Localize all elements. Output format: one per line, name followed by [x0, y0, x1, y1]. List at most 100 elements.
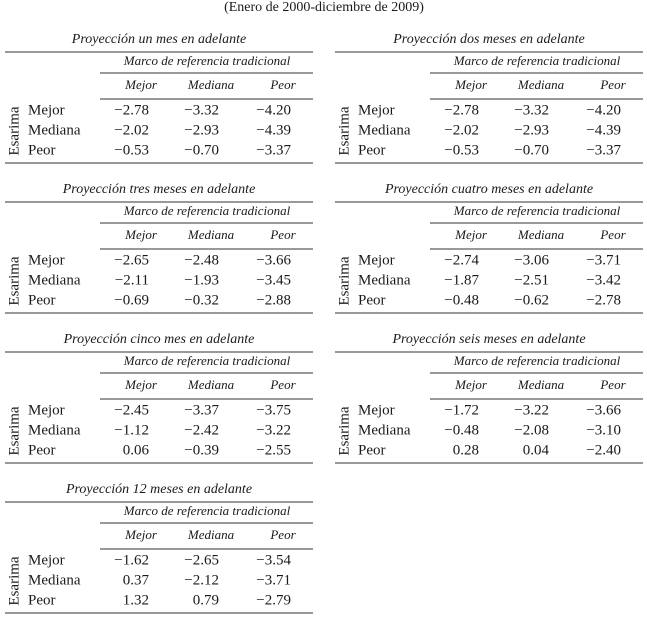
column-header: Peor	[599, 77, 626, 92]
column-header: Peor	[269, 227, 296, 242]
column-header: Peor	[269, 377, 296, 392]
cell-value: −3.06	[514, 252, 549, 268]
group-header: Marco de referencia tradicional	[453, 203, 621, 218]
group-header: Marco de referencia tradicional	[123, 353, 291, 368]
group-header: Marco de referencia tradicional	[123, 203, 291, 218]
cell-value: −3.71	[586, 252, 621, 268]
cell-value: −3.32	[184, 102, 219, 118]
cell-value: −2.65	[184, 552, 219, 568]
column-header: Peor	[269, 77, 296, 92]
cell-value: −3.42	[586, 272, 621, 288]
cell-value: −0.48	[444, 292, 479, 308]
column-header: Mediana	[187, 377, 235, 392]
column-header: Mediana	[187, 527, 235, 542]
cell-value: −2.88	[256, 292, 291, 308]
group-header: Marco de referencia tradicional	[123, 503, 291, 518]
cell-value: −4.20	[256, 102, 291, 118]
cell-value: −3.32	[514, 102, 549, 118]
cell-value: 1.32	[123, 592, 149, 608]
row-label: Mejor	[28, 252, 65, 268]
cell-value: −4.20	[586, 102, 621, 118]
cell-value: −2.48	[184, 252, 219, 268]
column-header: Peor	[599, 227, 626, 242]
cell-value: −2.79	[256, 592, 291, 608]
cell-value: −3.22	[256, 422, 291, 438]
row-label: Mejor	[28, 102, 65, 118]
panel-title: Proyección tres meses en adelante	[62, 182, 256, 197]
row-label: Mediana	[358, 272, 411, 288]
cell-value: −3.37	[256, 142, 291, 158]
group-header: Marco de referencia tradicional	[453, 53, 621, 68]
row-label: Peor	[358, 292, 386, 308]
cell-value: −0.70	[184, 142, 219, 158]
cell-value: −1.72	[444, 402, 479, 418]
cell-value: −2.42	[184, 422, 219, 438]
cell-value: −3.10	[586, 422, 621, 438]
cell-value: −1.93	[184, 272, 219, 288]
column-header: Mejor	[124, 77, 158, 92]
row-group-label: Esarima	[6, 556, 22, 605]
row-label: Mejor	[358, 102, 395, 118]
column-header: Mejor	[454, 227, 488, 242]
cell-value: −2.93	[184, 122, 219, 138]
column-header: Mediana	[517, 377, 565, 392]
cell-value: −0.70	[514, 142, 549, 158]
cell-value: −2.55	[256, 442, 291, 458]
cell-value: −0.53	[114, 142, 149, 158]
row-label: Peor	[28, 592, 56, 608]
row-group-label: Esarima	[336, 256, 352, 305]
cell-value: −1.62	[114, 552, 149, 568]
cell-value: −0.69	[114, 292, 149, 308]
cell-value: 0.79	[193, 592, 219, 608]
cell-value: −2.74	[444, 252, 479, 268]
cell-value: −3.37	[586, 142, 621, 158]
cell-value: −2.78	[114, 102, 149, 118]
panel-title: Proyección 12 meses en adelante	[65, 482, 252, 497]
row-label: Peor	[28, 442, 56, 458]
row-label: Mejor	[358, 402, 395, 418]
column-header: Mejor	[454, 377, 488, 392]
row-label: Mejor	[358, 252, 395, 268]
subtitle: (Enero de 2000-diciembre de 2009)	[224, 0, 424, 15]
cell-value: −3.37	[184, 402, 219, 418]
cell-value: −0.62	[514, 292, 549, 308]
row-label: Mediana	[358, 422, 411, 438]
cell-value: 0.37	[123, 572, 150, 588]
cell-value: −3.22	[514, 402, 549, 418]
cell-value: −3.45	[256, 272, 291, 288]
cell-value: −2.45	[114, 402, 149, 418]
panel-title: Proyección un mes en adelante	[71, 32, 246, 47]
column-header: Mejor	[454, 77, 488, 92]
cell-value: −2.40	[586, 442, 621, 458]
column-header: Mediana	[517, 77, 565, 92]
row-label: Mediana	[28, 122, 81, 138]
row-label: Peor	[358, 442, 386, 458]
cell-value: −0.39	[184, 442, 219, 458]
column-header: Mediana	[187, 77, 235, 92]
row-group-label: Esarima	[336, 106, 352, 155]
row-group-label: Esarima	[6, 256, 22, 305]
cell-value: 0.06	[123, 442, 150, 458]
column-header: Mejor	[124, 527, 158, 542]
panel-title: Proyección dos meses en adelante	[392, 32, 585, 47]
cell-value: −3.54	[256, 552, 291, 568]
panel-title: Proyección seis meses en adelante	[391, 332, 585, 347]
cell-value: −1.12	[114, 422, 149, 438]
cell-value: −2.02	[444, 122, 479, 138]
cell-value: 0.04	[523, 442, 550, 458]
row-group-label: Esarima	[336, 406, 352, 455]
group-header: Marco de referencia tradicional	[453, 353, 621, 368]
row-group-label: Esarima	[6, 406, 22, 455]
row-label: Peor	[358, 142, 386, 158]
cell-value: −4.39	[256, 122, 291, 138]
row-label: Peor	[28, 142, 56, 158]
column-header: Mediana	[517, 227, 565, 242]
row-label: Mejor	[28, 552, 65, 568]
cell-value: −0.32	[184, 292, 219, 308]
cell-value: −2.12	[184, 572, 219, 588]
cell-value: −3.71	[256, 572, 291, 588]
cell-value: −1.87	[444, 272, 479, 288]
panel-title: Proyección cuatro meses en adelante	[384, 182, 593, 197]
